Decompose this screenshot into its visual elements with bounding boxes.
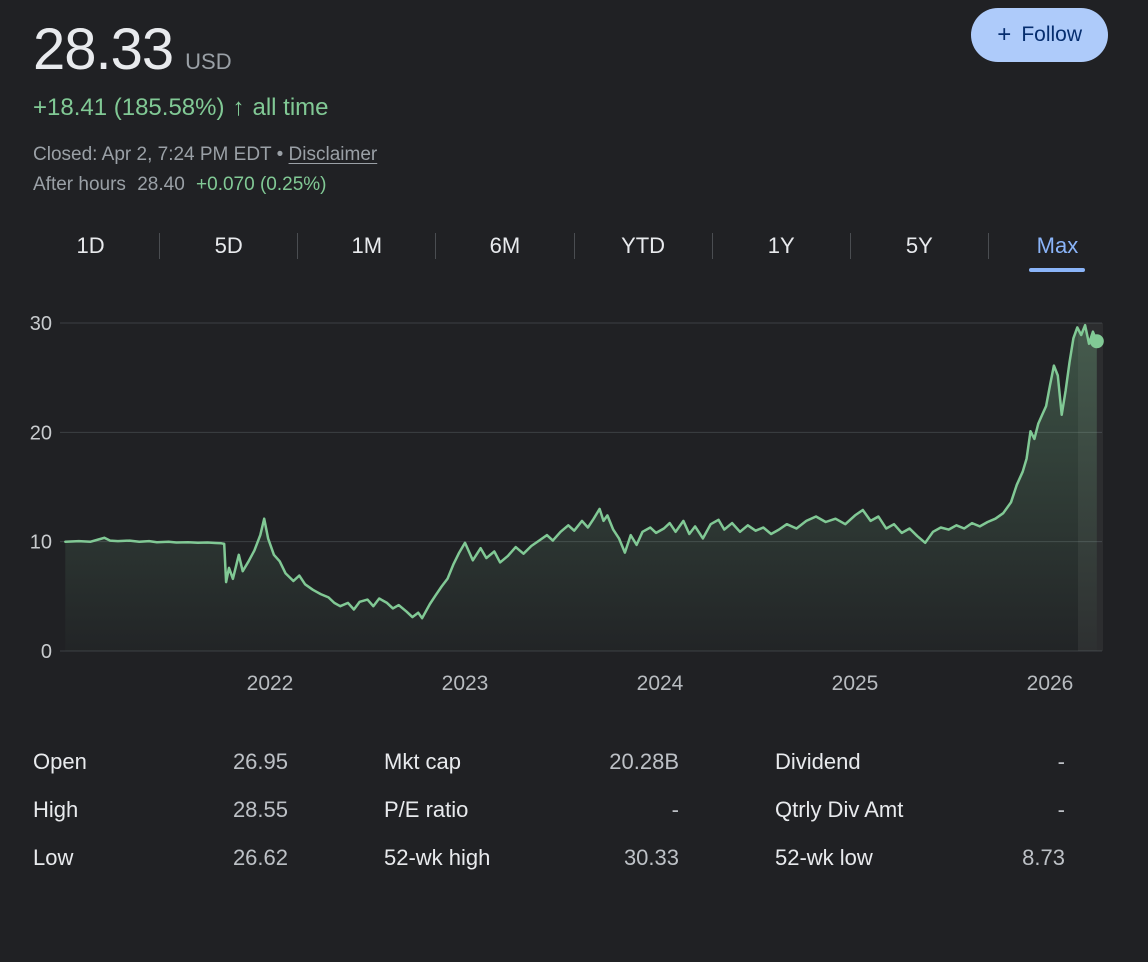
stat-row-52wk-low: 52-wk low 8.73 xyxy=(775,834,1065,882)
change-period: all time xyxy=(252,94,329,121)
after-hours-change: +0.070 (0.25%) xyxy=(196,174,327,195)
stat-value: 26.95 xyxy=(232,749,288,774)
range-tabs: 1D 5D 1M 6M YTD 1Y 5Y Max xyxy=(22,222,1126,270)
stats-column-2: Mkt cap 20.28B P/E ratio - 52-wk high 30… xyxy=(384,738,679,882)
x-axis-label: 2026 xyxy=(1027,672,1074,695)
market-status: Closed: Apr 2, 7:24 PM EDT • Disclaimer xyxy=(33,144,1108,166)
tab-divider xyxy=(573,233,575,259)
stat-value: 30.33 xyxy=(623,845,679,870)
stat-label: 52-wk high xyxy=(384,845,491,870)
after-hours-label: After hours xyxy=(33,174,126,195)
stats-table: Open 26.95 High 28.55 Low 26.62 Mkt cap … xyxy=(33,738,1065,882)
y-axis-label: 0 xyxy=(41,641,52,663)
after-hours-price: 28.40 xyxy=(137,174,185,195)
tab-divider xyxy=(849,233,851,259)
stat-value: 8.73 xyxy=(1022,845,1065,870)
stat-row-low: Low 26.62 xyxy=(33,834,288,882)
tab-divider xyxy=(159,233,161,259)
follow-label: Follow xyxy=(1021,23,1082,46)
y-axis-label: 20 xyxy=(30,422,52,444)
stat-row-high: High 28.55 xyxy=(33,786,288,834)
stat-label: Qtrly Div Amt xyxy=(775,797,904,822)
tab-divider xyxy=(711,233,713,259)
price-line xyxy=(64,323,1099,620)
stat-row-52wk-high: 52-wk high 30.33 xyxy=(384,834,679,882)
tab-6m[interactable]: 6M xyxy=(489,233,521,258)
price-chart-svg[interactable]: 0 10 20 30 2022 2023 2024 2025 2026 xyxy=(0,298,1148,718)
stat-label: P/E ratio xyxy=(384,797,469,822)
y-axis-label: 30 xyxy=(30,313,52,335)
price-value: 28.33 xyxy=(33,17,174,82)
tab-5d[interactable]: 5D xyxy=(214,233,243,258)
stat-value: 20.28B xyxy=(609,749,679,774)
tab-1m[interactable]: 1M xyxy=(351,233,383,258)
price-row: 28.33 USD xyxy=(33,18,1108,82)
stats-column-1: Open 26.95 High 28.55 Low 26.62 xyxy=(33,738,288,882)
follow-button[interactable]: + Follow xyxy=(971,8,1108,62)
stat-row-mkt-cap: Mkt cap 20.28B xyxy=(384,738,679,786)
endpoint-dot xyxy=(1089,334,1104,349)
stat-row-dividend: Dividend - xyxy=(775,738,1065,786)
trend-up-arrow-icon: ↑ xyxy=(232,94,245,121)
plus-icon: + xyxy=(997,21,1012,48)
closed-text: Closed: Apr 2, 7:24 PM EDT xyxy=(33,144,272,165)
stat-value: 26.62 xyxy=(232,845,288,870)
tab-1d[interactable]: 1D xyxy=(76,233,105,258)
currency-label: USD xyxy=(185,49,232,74)
x-axis-label: 2025 xyxy=(832,672,879,695)
tab-max[interactable]: Max xyxy=(989,233,1126,259)
stat-value: 28.55 xyxy=(232,797,288,822)
dot-separator: • xyxy=(276,144,284,165)
stat-label: Dividend xyxy=(775,749,861,774)
stat-value: - xyxy=(1057,749,1065,774)
stat-row-open: Open 26.95 xyxy=(33,738,288,786)
tab-ytd[interactable]: YTD xyxy=(621,233,666,258)
stat-label: 52-wk low xyxy=(775,845,873,870)
tab-divider xyxy=(435,233,437,259)
x-axis-label: 2022 xyxy=(247,672,294,695)
y-axis-label: 10 xyxy=(30,532,52,554)
price-change-row: +18.41 (185.58%) ↑ all time xyxy=(33,94,1108,122)
price-change: +18.41 (185.58%) xyxy=(33,94,225,121)
x-axis-label: 2024 xyxy=(637,672,684,695)
stat-label: Low xyxy=(33,845,74,870)
stat-label: High xyxy=(33,797,79,822)
stat-value: - xyxy=(671,797,679,822)
area-fill xyxy=(65,325,1097,651)
tab-divider xyxy=(297,233,299,259)
tab-5y[interactable]: 5Y xyxy=(905,233,933,258)
stat-label: Mkt cap xyxy=(384,749,462,774)
stat-label: Open xyxy=(33,749,87,774)
stat-row-pe-ratio: P/E ratio - xyxy=(384,786,679,834)
tab-1y[interactable]: 1Y xyxy=(767,233,795,258)
after-hours-line: After hours 28.40 +0.070 (0.25%) xyxy=(33,174,1108,196)
stat-row-qtrly-div: Qtrly Div Amt - xyxy=(775,786,1065,834)
stats-column-3: Dividend - Qtrly Div Amt - 52-wk low 8.7… xyxy=(775,738,1065,882)
x-axis-label: 2023 xyxy=(442,672,489,695)
stock-chart[interactable]: 0 10 20 30 2022 2023 2024 2025 2026 xyxy=(0,298,1148,718)
stat-value: - xyxy=(1057,797,1065,822)
quote-header: 28.33 USD +18.41 (185.58%) ↑ all time Cl… xyxy=(0,0,1148,196)
disclaimer-link[interactable]: Disclaimer xyxy=(288,144,378,165)
